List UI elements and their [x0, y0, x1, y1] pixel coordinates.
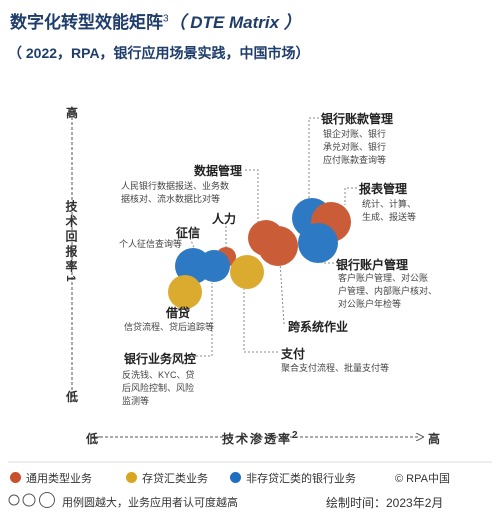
date: 绘制时间：2023年2月 [326, 496, 444, 510]
node-desc: 信贷流程、贷后追踪等 [124, 321, 214, 334]
desc-line: 信贷流程、贷后追踪等 [124, 322, 215, 332]
title-sup: 3 [163, 13, 169, 25]
desc-line: 应付账款查询等 [323, 155, 387, 165]
title: 数字化转型效能矩阵3（ DTE Matrix ） [10, 8, 301, 33]
node-label: 银行账款管理 [321, 112, 394, 126]
desc-line: 后风险控制、风险 [122, 383, 195, 393]
size-note: 用例圆越大，业务应用者认可度越高 [62, 497, 238, 509]
legend-label: 通用类型业务 [26, 473, 92, 485]
desc-line: 监测等 [122, 396, 150, 406]
node-label: 人力 [212, 212, 237, 226]
desc-line: 对公账户年检等 [338, 299, 402, 309]
legend-label: 存贷汇类业务 [142, 473, 208, 485]
desc-line: 户管理、内部账户核对、 [338, 286, 438, 296]
desc-line: 据核对、流水数据比对等 [121, 194, 221, 204]
node-desc: 银企对账、银行 承兑对账、银行 应付账款查询等 [323, 128, 386, 167]
source: © RPA中国 [395, 473, 450, 485]
bubble [230, 255, 264, 289]
x-label-text: 技术渗透率 [222, 432, 293, 446]
desc-line: 承兑对账、银行 [323, 142, 387, 152]
title-text: 数字化转型效能矩阵 [10, 13, 163, 32]
desc-line: 个人征信查询等 [119, 239, 183, 249]
legend-swatch [230, 472, 241, 483]
node-label: 征信 [176, 226, 201, 240]
node-desc: 统计、计算、 生成、报送等 [362, 198, 416, 224]
size-legend [8, 492, 55, 508]
node-label: 支付 [281, 347, 306, 361]
desc-line: 生成、报送等 [362, 212, 417, 222]
x-high: 高 [428, 432, 441, 446]
y-high: 高 [66, 106, 79, 120]
y-label-sup: 1 [64, 275, 78, 285]
node-label: 银行业务风控 [124, 352, 197, 366]
desc-line: 聚合支付流程、批量支付等 [281, 363, 390, 373]
node-desc: 人民银行数据报送、业务数 据核对、流水数据比对等 [121, 180, 229, 206]
node-desc: 反洗钱、KYC、贷 后风险控制、风险 监测等 [122, 369, 195, 408]
bubble [298, 223, 338, 263]
leader-lines [168, 117, 357, 357]
legend-swatch [10, 472, 21, 483]
node-label: 报表管理 [359, 182, 408, 196]
node-label: 借贷 [166, 306, 191, 320]
desc-line: 银企对账、银行 [323, 129, 387, 139]
node-desc: 客户账户管理、对公账 户管理、内部账户核对、 对公账户年检等 [338, 272, 437, 311]
title-en: （ DTE Matrix ） [168, 13, 301, 32]
node-label: 数据管理 [194, 164, 243, 178]
bubbles [168, 198, 351, 309]
node-label: 跨系统作业 [288, 320, 349, 334]
bubble [258, 226, 298, 266]
bubble [168, 275, 202, 309]
legend-swatch [126, 472, 137, 483]
bubble [198, 250, 230, 282]
node-desc: 聚合支付流程、批量支付等 [281, 362, 389, 375]
desc-line: 客户账户管理、对公账 [338, 273, 429, 283]
x-label: 技术渗透率2 [222, 430, 300, 447]
y-low: 低 [66, 390, 79, 404]
y-label-text: 技术回报率 [64, 200, 78, 275]
desc-line: 统计、计算、 [362, 199, 417, 209]
x-label-sup: 2 [292, 430, 300, 441]
node-desc: 个人征信查询等 [119, 238, 182, 251]
subtitle: （ 2022，RPA，银行应用场景实践，中国市场） [8, 45, 310, 61]
x-low: 低 [86, 432, 99, 446]
desc-line: 人民银行数据报送、业务数 [121, 181, 230, 191]
node-label: 银行账户管理 [336, 258, 409, 272]
y-label: 技术回报率1 [63, 200, 80, 285]
desc-line: 反洗钱、KYC、贷 [122, 370, 195, 380]
legend-label: 非存贷汇类的银行业务 [246, 473, 356, 485]
